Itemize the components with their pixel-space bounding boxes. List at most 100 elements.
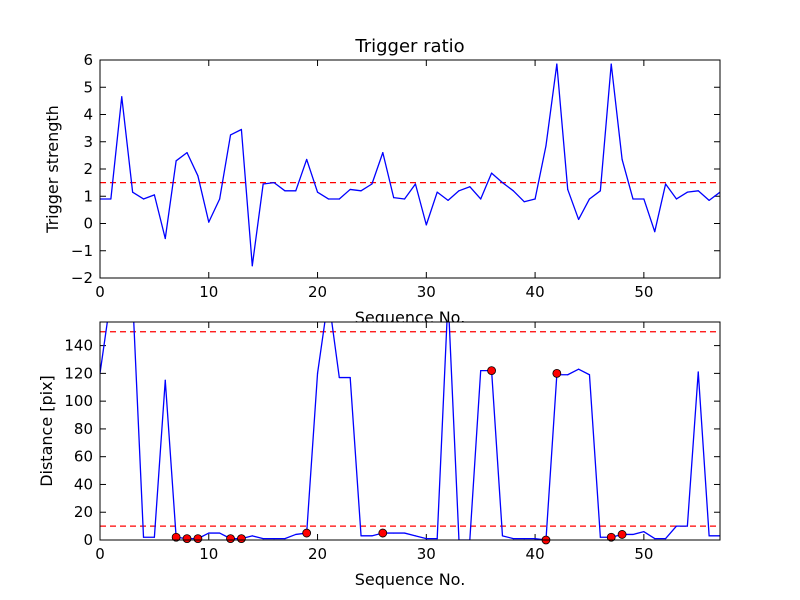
top-data-point bbox=[121, 96, 123, 98]
bottom-data-point bbox=[360, 535, 362, 537]
bottom-data-point bbox=[251, 535, 253, 537]
top-data-point bbox=[425, 224, 427, 226]
top-y-tick-label: 0 bbox=[83, 215, 93, 233]
bottom-data-point bbox=[414, 535, 417, 537]
bottom-marker-point bbox=[606, 532, 616, 542]
top-x-tick-label: 0 bbox=[95, 283, 105, 301]
top-series-group bbox=[100, 63, 720, 267]
top-data-point bbox=[567, 188, 569, 191]
top-data-point bbox=[316, 191, 319, 193]
top-y-tick-label: 4 bbox=[83, 106, 93, 124]
bottom-data-point bbox=[403, 532, 406, 534]
bottom-data-point bbox=[425, 538, 427, 540]
bottom-plot-area bbox=[100, 322, 720, 540]
bottom-x-tick-label: 50 bbox=[634, 545, 653, 563]
top-data-point bbox=[480, 198, 482, 200]
top-data-point bbox=[262, 183, 264, 185]
bottom-data-point bbox=[632, 533, 634, 536]
top-data-point bbox=[360, 190, 362, 192]
bottom-data-point bbox=[164, 379, 166, 381]
bottom-y-tick-label: 20 bbox=[74, 503, 93, 521]
bottom-x-axis-label: Sequence No. bbox=[355, 570, 466, 589]
bottom-marker-point bbox=[226, 534, 235, 544]
top-data-point bbox=[643, 198, 645, 200]
bottom-data-point bbox=[208, 532, 210, 534]
top-data-point bbox=[219, 198, 221, 200]
top-data-point bbox=[382, 152, 384, 154]
top-data-point bbox=[349, 188, 351, 191]
bottom-data-point bbox=[675, 525, 678, 527]
bottom-data-point bbox=[262, 538, 264, 540]
top-data-point bbox=[490, 172, 493, 174]
bottom-y-tick-label: 80 bbox=[74, 420, 93, 438]
top-data-point bbox=[708, 199, 710, 201]
top-data-point bbox=[545, 145, 547, 147]
top-x-tick-label: 50 bbox=[634, 283, 653, 301]
top-data-point bbox=[284, 190, 286, 192]
top-data-point bbox=[577, 218, 580, 221]
top-data-point bbox=[175, 160, 177, 162]
top-y-tick-label: −2 bbox=[71, 269, 93, 287]
top-data-point bbox=[164, 237, 166, 240]
bottom-marker-point bbox=[237, 534, 246, 544]
top-data-point bbox=[556, 63, 558, 65]
top-data-point bbox=[697, 190, 699, 192]
top-y-tick-label: 6 bbox=[83, 51, 93, 69]
top-data-point bbox=[229, 134, 232, 136]
top-data-point bbox=[599, 190, 601, 192]
bottom-data-point bbox=[371, 535, 373, 537]
top-data-point bbox=[403, 198, 406, 200]
bottom-data-point bbox=[153, 536, 155, 538]
bottom-axes-frame bbox=[99, 321, 721, 541]
top-data-point bbox=[436, 191, 438, 193]
top-chart-title: Trigger ratio bbox=[354, 36, 464, 57]
bottom-y-tick-label: 120 bbox=[64, 364, 93, 382]
bottom-data-point bbox=[708, 535, 710, 537]
bottom-y-tick-label: 0 bbox=[83, 531, 93, 549]
top-data-point bbox=[251, 265, 253, 267]
top-y-tick-label: 1 bbox=[83, 187, 93, 205]
bottom-marker-point bbox=[302, 528, 312, 538]
bottom-data-point bbox=[316, 372, 319, 374]
top-data-point bbox=[197, 175, 199, 177]
top-data-point bbox=[142, 198, 145, 200]
top-data-point bbox=[240, 128, 243, 131]
bottom-marker-point bbox=[487, 366, 496, 375]
bottom-data-point bbox=[523, 538, 525, 540]
top-data-point bbox=[588, 198, 591, 200]
top-data-point bbox=[621, 158, 623, 161]
bottom-threshold-lines bbox=[100, 331, 720, 527]
top-data-point bbox=[208, 221, 210, 223]
bottom-y-tick-label: 60 bbox=[74, 448, 93, 466]
top-data-point bbox=[306, 158, 308, 161]
top-data-point bbox=[458, 190, 460, 192]
bottom-data-point bbox=[686, 525, 688, 527]
top-axes: Trigger ratio Sequence No. Trigger stren… bbox=[43, 36, 721, 327]
bottom-data-point bbox=[284, 538, 286, 540]
top-y-tick-label: 5 bbox=[83, 78, 93, 96]
bottom-data-point bbox=[393, 532, 395, 534]
top-y-tick-label: −1 bbox=[71, 242, 93, 260]
top-data-point bbox=[186, 152, 188, 154]
top-y-tick-label: 3 bbox=[83, 133, 93, 151]
bottom-x-tick-label: 0 bbox=[95, 545, 105, 563]
bottom-marker-point bbox=[171, 532, 181, 542]
bottom-x-tick-label: 20 bbox=[308, 545, 327, 563]
top-data-point bbox=[654, 231, 656, 233]
bottom-data-point bbox=[599, 536, 601, 538]
top-data-point bbox=[338, 198, 340, 200]
bottom-data-point bbox=[436, 538, 438, 540]
bottom-x-tick-label: 10 bbox=[199, 545, 218, 563]
top-data-point bbox=[153, 194, 155, 196]
bottom-data-point bbox=[697, 371, 699, 373]
top-data-point bbox=[273, 182, 275, 184]
bottom-data-point bbox=[512, 538, 514, 540]
bottom-data-point bbox=[295, 533, 297, 536]
top-data-point bbox=[327, 198, 330, 200]
bottom-marker-point bbox=[182, 534, 192, 544]
top-data-point bbox=[371, 183, 373, 185]
top-data-point bbox=[469, 186, 471, 188]
bottom-data-point bbox=[654, 538, 656, 540]
top-data-point bbox=[523, 201, 525, 203]
